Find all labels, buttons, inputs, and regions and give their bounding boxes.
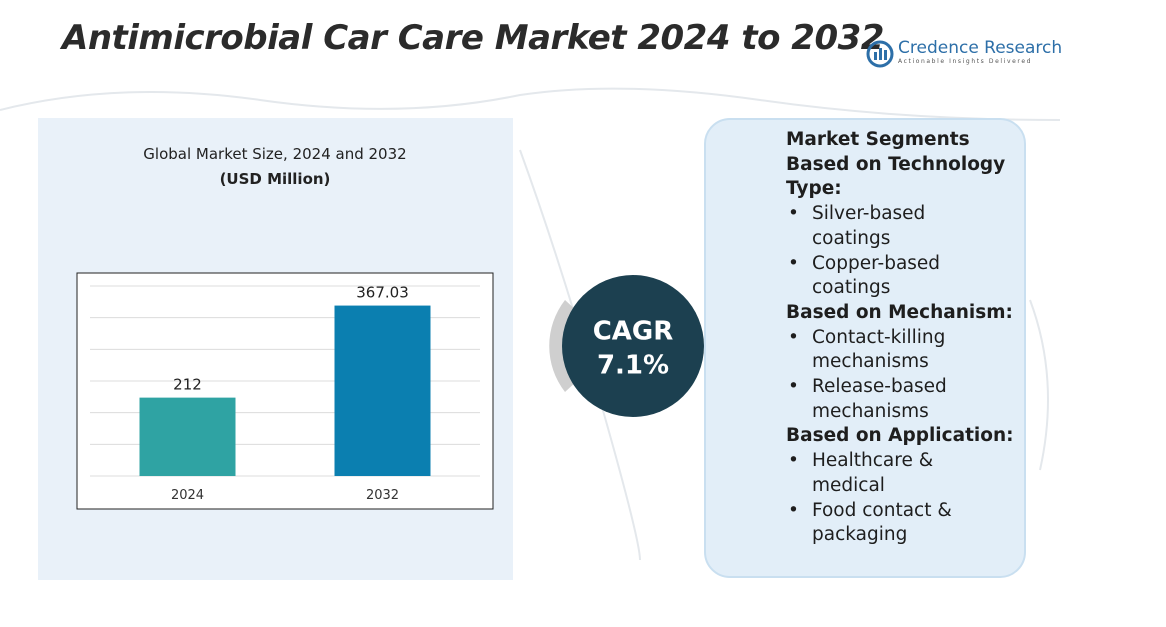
segment-item: Contact-killing mechanisms [786,326,992,375]
logo-icon [866,40,894,68]
logo-name: Credence Research [898,38,1063,58]
chart-title: Global Market Size, 2024 and 2032 [143,145,406,163]
cagr-value: 7.1% [597,351,669,381]
value-label: 212 [173,376,202,394]
segments: Market Segments Based on Technology Type:… [786,128,1018,548]
segment-heading: Based on Technology Type: [786,153,1006,200]
segment-item: Food contact & packaging [786,499,992,548]
segment-heading: Based on Application: [786,425,1014,447]
cagr-label: CAGR [593,317,674,347]
x-tick-label: 2024 [171,488,204,503]
cagr-circle [562,275,704,417]
segment-item: Silver-based coatings [786,202,992,251]
bar [139,397,236,476]
plot-frame [76,272,494,510]
value-label: 367.03 [356,284,409,302]
chart-subtitle: (USD Million) [220,170,331,188]
logo-tagline: Actionable Insights Delivered [898,58,1033,65]
segment-item: Healthcare & medical [786,449,992,498]
page-title: Antimicrobial Car Care Market 2024 to 20… [62,18,884,58]
segment-item: Copper-based coatings [786,252,992,301]
x-tick-label: 2032 [366,488,399,503]
segment-heading: Based on Mechanism: [786,301,1013,323]
segment-item: Release-based mechanisms [786,375,992,424]
segments-title: Market Segments [786,129,970,150]
bar [334,305,431,476]
